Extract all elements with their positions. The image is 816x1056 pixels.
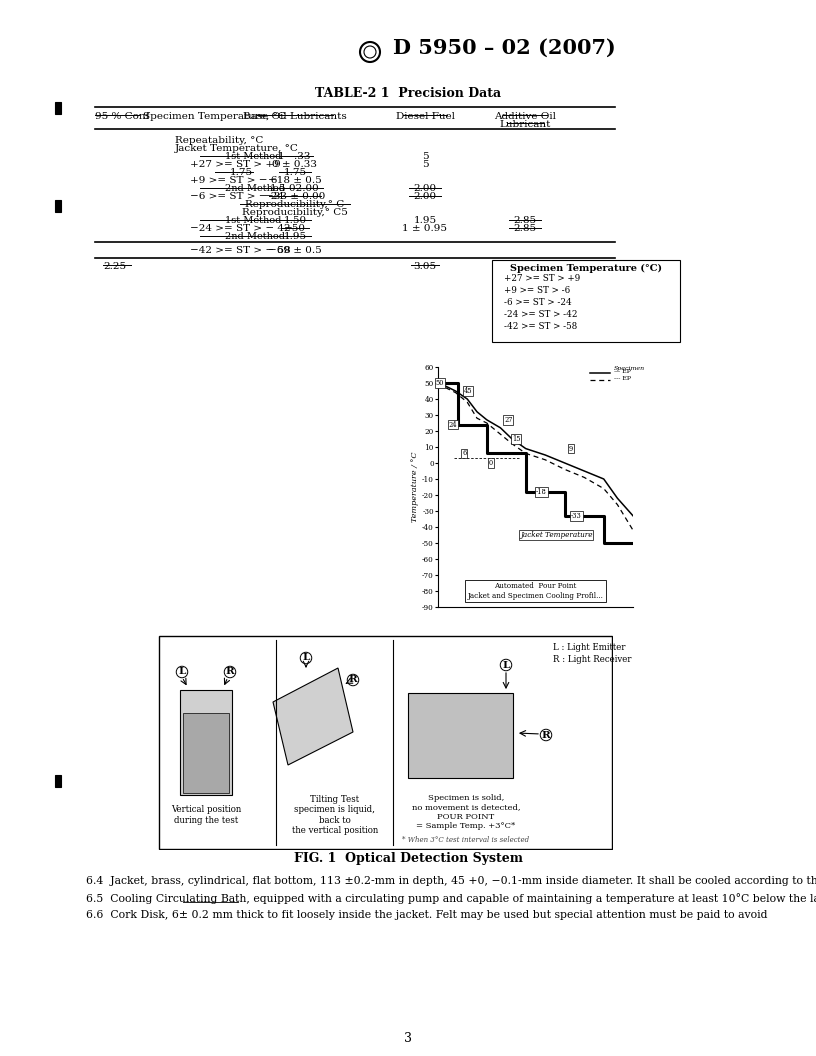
Text: Automated  Pour Point
Jacket and Specimen Cooling Profil...: Automated Pour Point Jacket and Specimen… bbox=[468, 583, 604, 600]
Text: 6: 6 bbox=[462, 450, 467, 457]
Text: −42 >= ST > − 58: −42 >= ST > − 58 bbox=[190, 246, 290, 254]
Text: — EP: — EP bbox=[614, 370, 631, 375]
Text: R : Light Receiver: R : Light Receiver bbox=[553, 655, 632, 664]
Text: Base Oil Lubricants: Base Oil Lubricants bbox=[243, 112, 347, 121]
Text: 50: 50 bbox=[436, 379, 444, 386]
Text: +27 >= ST > +9: +27 >= ST > +9 bbox=[504, 274, 580, 283]
Bar bbox=[55, 775, 61, 787]
Text: Specimen Temperature (°C): Specimen Temperature (°C) bbox=[510, 264, 662, 274]
Text: 24: 24 bbox=[448, 420, 457, 429]
Text: Reproducibility,° C5: Reproducibility,° C5 bbox=[242, 208, 348, 216]
Text: 1 ± 0.95: 1 ± 0.95 bbox=[402, 224, 447, 233]
Text: L: L bbox=[302, 654, 310, 662]
Text: 5: 5 bbox=[422, 152, 428, 161]
Text: 0 ± 0.33: 0 ± 0.33 bbox=[273, 161, 317, 169]
Text: −69 ± 0.5: −69 ± 0.5 bbox=[268, 246, 322, 254]
Text: 95 % Conf: 95 % Conf bbox=[95, 112, 149, 121]
Text: 6.5  Cooling Circulating Bath, equipped with a circulating pump and capable of m: 6.5 Cooling Circulating Bath, equipped w… bbox=[72, 893, 816, 904]
Bar bbox=[492, 260, 680, 342]
Text: 9: 9 bbox=[569, 445, 573, 453]
Text: D 5950 – 02 (2007): D 5950 – 02 (2007) bbox=[393, 38, 616, 58]
Text: +9 >= ST > − 6: +9 >= ST > − 6 bbox=[190, 176, 277, 185]
Text: 1.5-02.00: 1.5-02.00 bbox=[270, 184, 320, 193]
Text: FIG. 1  Optical Detection System: FIG. 1 Optical Detection System bbox=[294, 852, 522, 865]
Text: Additive Oil: Additive Oil bbox=[494, 112, 556, 121]
Polygon shape bbox=[273, 668, 353, 765]
Text: 1.50: 1.50 bbox=[283, 216, 307, 225]
Text: +9 >= ST > -6: +9 >= ST > -6 bbox=[504, 286, 570, 295]
Bar bbox=[55, 200, 61, 212]
Text: 6.4  Jacket, brass, cylindrical, flat bottom, 113 ±0.2-mm in depth, 45 +0, −0.1-: 6.4 Jacket, brass, cylindrical, flat bot… bbox=[72, 876, 816, 886]
Text: −50: −50 bbox=[284, 224, 306, 233]
Text: 1.95: 1.95 bbox=[414, 216, 437, 225]
Text: 1st Method: 1st Method bbox=[225, 216, 282, 225]
Text: -33: -33 bbox=[571, 512, 582, 520]
Bar bbox=[183, 713, 229, 793]
Text: −6 >= ST > − 24: −6 >= ST > − 24 bbox=[190, 192, 284, 201]
Text: Specimen is solid,
no movement is detected,
POUR POINT
= Sample Temp. +3°C*: Specimen is solid, no movement is detect… bbox=[412, 794, 521, 830]
Text: 2nd Method: 2nd Method bbox=[225, 184, 285, 193]
Text: −33 ± 0.00: −33 ± 0.00 bbox=[265, 192, 326, 201]
Text: −24 >= ST > − 42: −24 >= ST > − 42 bbox=[190, 224, 290, 233]
Text: 2nd Method: 2nd Method bbox=[225, 232, 285, 241]
Text: -6 >= ST > -24: -6 >= ST > -24 bbox=[504, 298, 572, 307]
Text: R: R bbox=[542, 731, 550, 739]
Text: 1.75: 1.75 bbox=[230, 168, 253, 177]
Text: 3.05: 3.05 bbox=[414, 262, 437, 271]
Text: 45: 45 bbox=[464, 386, 472, 395]
Text: 1.75: 1.75 bbox=[283, 168, 307, 177]
Text: 0: 0 bbox=[489, 459, 493, 467]
Text: L : Light Emitter: L : Light Emitter bbox=[553, 643, 626, 652]
Text: -42 >= ST > -58: -42 >= ST > -58 bbox=[504, 322, 577, 331]
Text: Vertical position
during the test: Vertical position during the test bbox=[171, 806, 241, 825]
Text: Specimen: Specimen bbox=[614, 366, 645, 372]
Text: * When 3°C test interval is selected: * When 3°C test interval is selected bbox=[402, 836, 530, 844]
Text: Tilting Test
specimen is liquid,
back to
the vertical position: Tilting Test specimen is liquid, back to… bbox=[292, 795, 378, 835]
Text: −18 ± 0.5: −18 ± 0.5 bbox=[268, 176, 322, 185]
Text: 3: 3 bbox=[404, 1032, 412, 1045]
Text: 2.00: 2.00 bbox=[414, 192, 437, 201]
Y-axis label: Temperature / °C: Temperature / °C bbox=[411, 452, 419, 523]
Text: 1—.33: 1—.33 bbox=[278, 152, 312, 161]
Text: 1.95: 1.95 bbox=[283, 232, 307, 241]
Text: 15: 15 bbox=[512, 435, 521, 444]
Text: 2.25: 2.25 bbox=[103, 262, 126, 271]
Text: 2.85: 2.85 bbox=[513, 216, 537, 225]
Text: TABLE-2 1  Precision Data: TABLE-2 1 Precision Data bbox=[315, 87, 501, 100]
Bar bbox=[180, 690, 232, 795]
Text: -18: -18 bbox=[536, 488, 547, 496]
Text: L: L bbox=[179, 667, 186, 677]
Text: 2.00: 2.00 bbox=[414, 184, 437, 193]
Text: Lubricant: Lubricant bbox=[499, 120, 551, 129]
Text: +27 >= ST > +9: +27 >= ST > +9 bbox=[190, 161, 281, 169]
Text: Reproducibility,° C: Reproducibility,° C bbox=[246, 200, 344, 209]
Text: 1st Method: 1st Method bbox=[225, 152, 282, 161]
Bar bbox=[408, 693, 513, 778]
Text: 6.6  Cork Disk, 6± 0.2 mm thick to fit loosely inside the jacket. Felt may be us: 6.6 Cork Disk, 6± 0.2 mm thick to fit lo… bbox=[72, 910, 768, 920]
Text: 27: 27 bbox=[504, 416, 512, 423]
Text: 2.85: 2.85 bbox=[513, 224, 537, 233]
Text: -24 >= ST > -42: -24 >= ST > -42 bbox=[504, 310, 578, 319]
Text: L: L bbox=[503, 660, 510, 670]
Text: Repeatability, °C: Repeatability, °C bbox=[175, 136, 264, 145]
Text: R: R bbox=[226, 667, 234, 677]
Bar bbox=[55, 102, 61, 114]
Text: Diesel Fuel: Diesel Fuel bbox=[396, 112, 455, 121]
Text: Jacket Temperature, °C: Jacket Temperature, °C bbox=[175, 144, 299, 153]
Text: R: R bbox=[348, 676, 357, 684]
Text: --- EP: --- EP bbox=[614, 376, 631, 381]
Text: 5: 5 bbox=[422, 161, 428, 169]
Text: Specimen Temperature, °C: Specimen Temperature, °C bbox=[143, 112, 286, 121]
Text: Jacket Temperature: Jacket Temperature bbox=[520, 530, 592, 539]
